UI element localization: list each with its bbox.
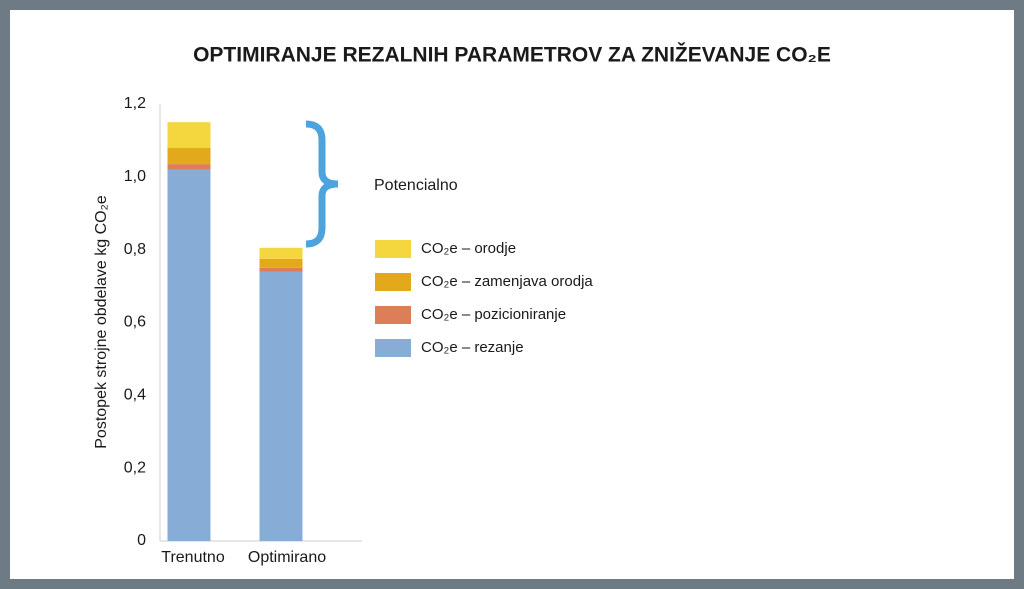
legend-label: CO₂e – rezanje [421, 339, 524, 356]
y-tick-label: 0,6 [124, 314, 146, 331]
panel [10, 10, 1014, 579]
y-tick-label: 0 [137, 532, 146, 549]
y-tick-label: 1,0 [124, 168, 146, 185]
bar-segment [259, 247, 303, 259]
y-tick-label: 1,2 [124, 95, 146, 112]
x-tick-label: Optimirano [248, 549, 326, 566]
legend-label: CO₂e – pozicioniranje [421, 306, 566, 323]
y-axis-label: Postopek strojne obdelave kg CO₂e [93, 195, 110, 449]
legend-swatch [375, 240, 411, 258]
brace [305, 120, 339, 248]
legend-label: CO₂e – zamenjava orodja [421, 273, 593, 290]
annotation: Potencialno [374, 177, 458, 194]
x-tick-label: Trenutno [161, 549, 225, 566]
legend-label: CO₂e – orodje [421, 240, 516, 257]
y-tick-label: 0,8 [124, 241, 146, 258]
bar-segment [167, 147, 211, 165]
bar-segment [167, 164, 211, 170]
bar-segment [259, 271, 303, 541]
bar-segment [259, 258, 303, 268]
y-tick-label: 0,2 [124, 459, 146, 476]
chart-title: OPTIMIRANJE REZALNIH PARAMETROV ZA ZNIŽE… [193, 43, 831, 67]
bar-segment [167, 169, 211, 542]
bar-segment [167, 122, 211, 148]
legend-swatch [375, 306, 411, 324]
legend-swatch [375, 339, 411, 357]
legend-swatch [375, 273, 411, 291]
y-tick-label: 0,4 [124, 387, 146, 404]
bar-segment [259, 267, 303, 272]
